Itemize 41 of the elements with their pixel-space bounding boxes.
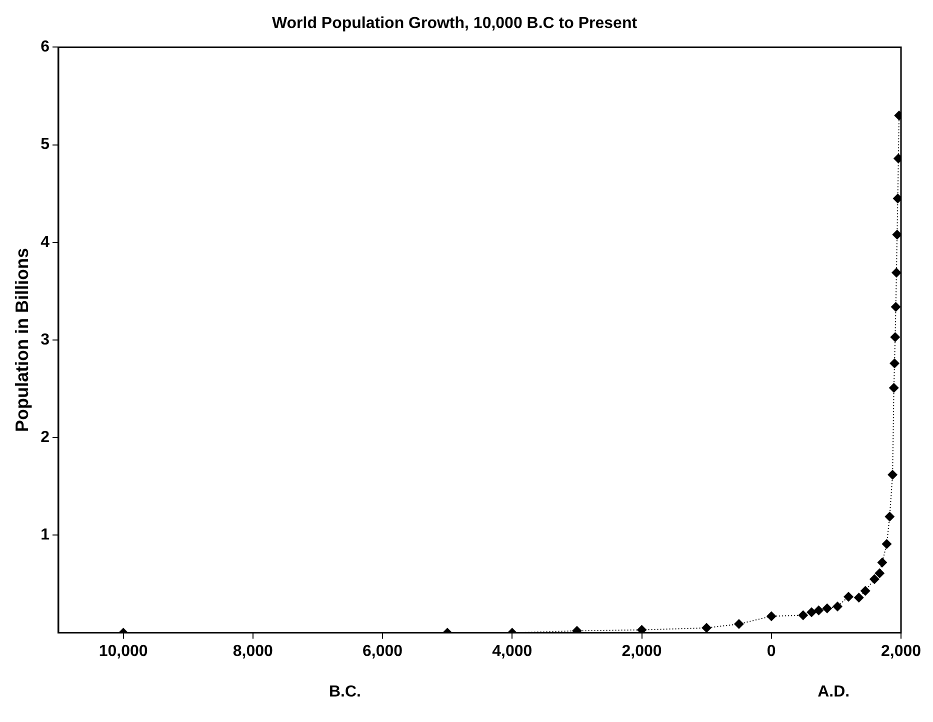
point <box>890 358 900 368</box>
chart-title: World Population Growth, 10,000 B.C to Present <box>272 15 638 32</box>
y-axis-title: Population in Billions <box>12 248 32 432</box>
point <box>766 611 776 622</box>
y-tick-label: 6 <box>40 38 50 56</box>
point <box>892 230 901 240</box>
point <box>734 619 744 630</box>
point <box>890 302 901 312</box>
text: A.D. <box>818 683 850 700</box>
point <box>854 592 864 603</box>
x-tick-label: 0 <box>766 642 776 660</box>
y-tick-label: 1 <box>40 526 50 544</box>
y-tick-label: 2 <box>40 429 50 446</box>
x-tick-label: 10,000 <box>98 642 148 660</box>
point <box>844 592 854 602</box>
point <box>888 382 899 393</box>
x-tick-label: 2,000 <box>622 642 662 660</box>
point <box>888 470 898 480</box>
point <box>890 332 900 342</box>
y-tick-label: 5 <box>40 136 50 154</box>
point <box>877 558 888 568</box>
x-tick-label: 4,000 <box>492 642 532 660</box>
x-tick-label: 2,000 <box>880 642 922 660</box>
point <box>884 512 895 522</box>
x-tick-label: 8,000 <box>232 642 274 660</box>
point <box>891 268 901 278</box>
point <box>860 586 870 596</box>
point <box>702 622 712 633</box>
y-tick-label: 3 <box>40 331 50 348</box>
point <box>882 538 892 549</box>
point <box>822 603 832 614</box>
y-tick-label: 4 <box>40 234 50 251</box>
x-tick-label: 6,000 <box>362 642 403 660</box>
point <box>874 568 885 578</box>
point <box>806 607 817 618</box>
point <box>798 610 808 620</box>
point <box>832 601 842 612</box>
text: B.C. <box>328 683 361 700</box>
point <box>869 574 880 584</box>
point <box>814 605 824 616</box>
point <box>636 624 647 633</box>
